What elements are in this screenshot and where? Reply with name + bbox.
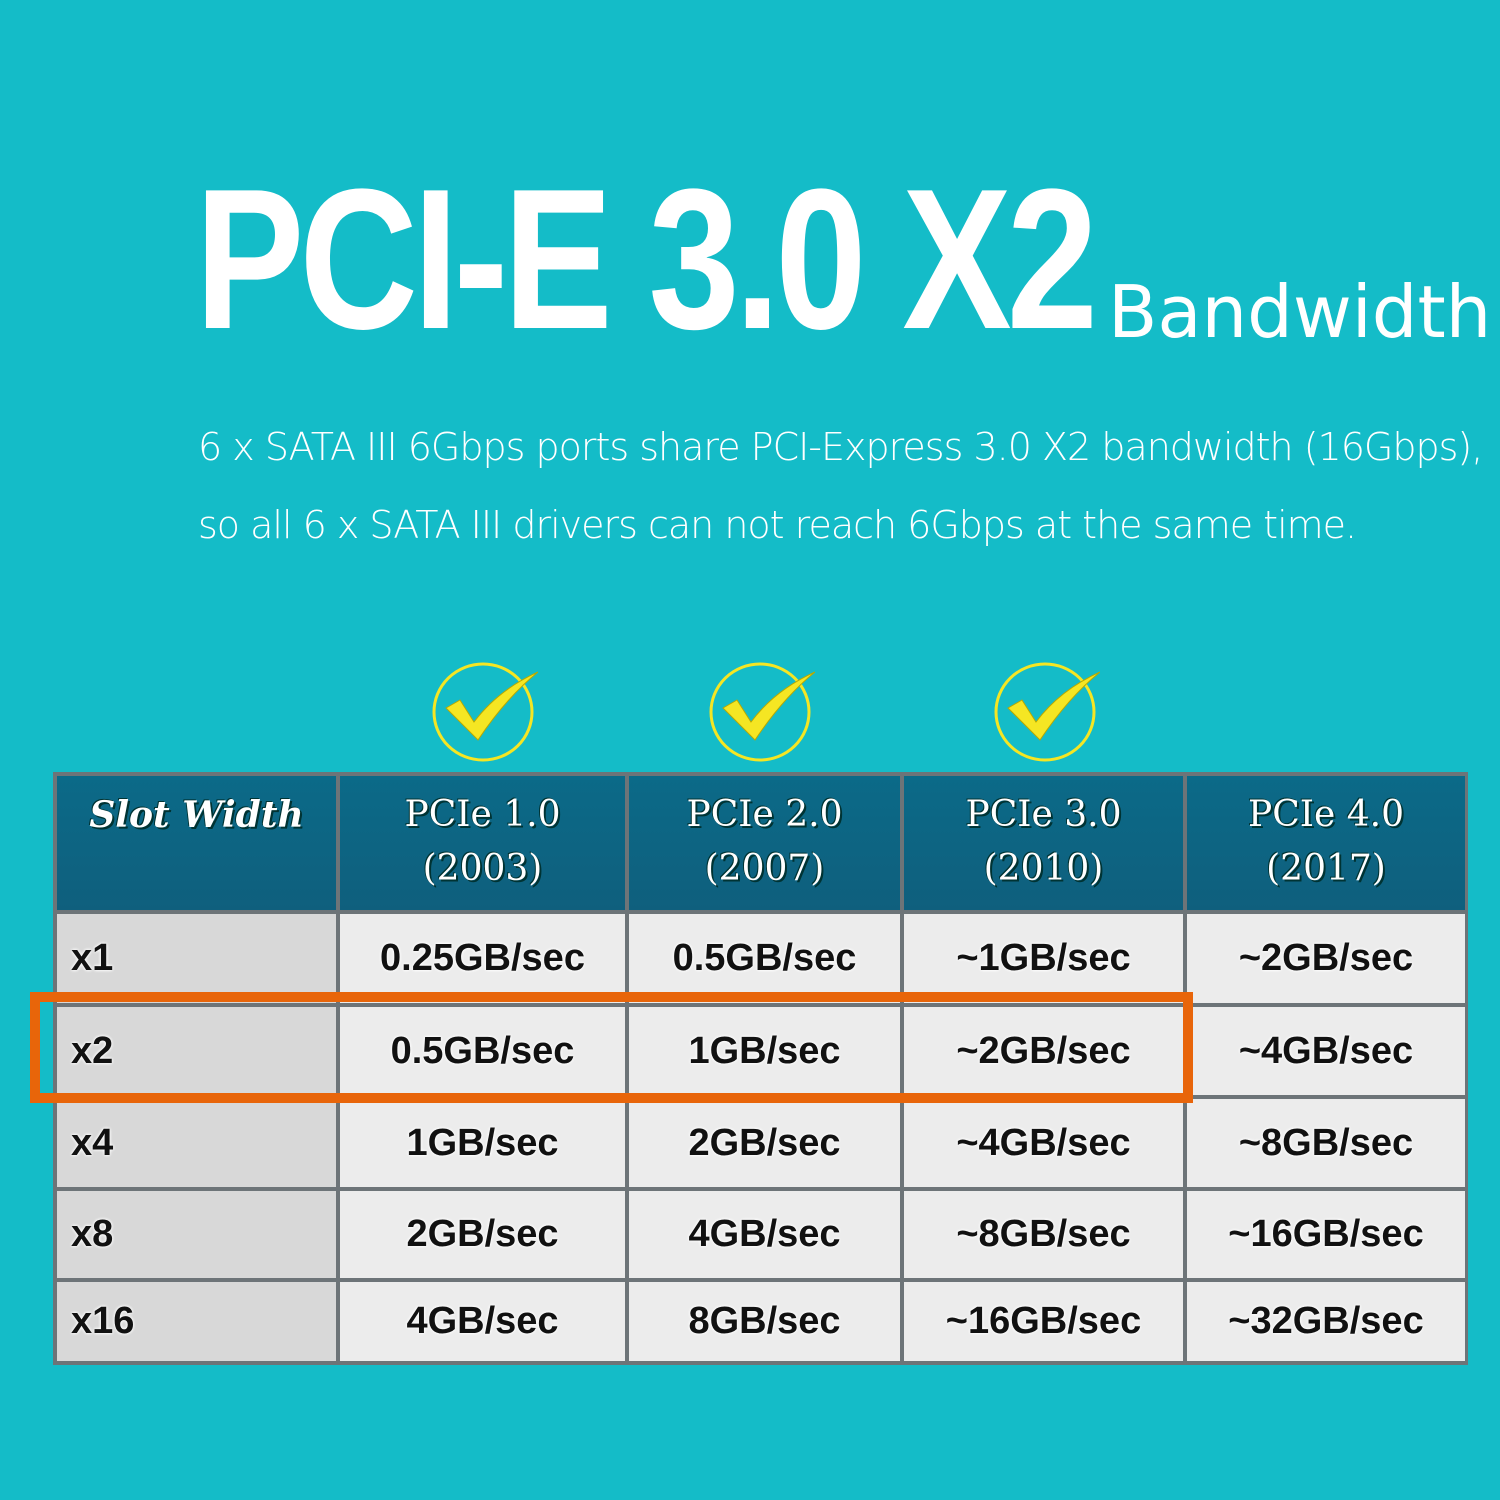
column-header: PCIe 2.0 (2007) [629, 776, 900, 910]
bandwidth-cell: 1GB/sec [340, 1099, 625, 1187]
check-circle-icon [705, 660, 816, 764]
bandwidth-cell: 0.5GB/sec [629, 914, 900, 1003]
bandwidth-cell: ~16GB/sec [1187, 1191, 1465, 1278]
bandwidth-cell: ~32GB/sec [1187, 1282, 1465, 1361]
headline-title: PCI-E 3.0 X2 [195, 148, 1098, 371]
bandwidth-cell: 4GB/sec [629, 1191, 900, 1278]
bandwidth-cell: ~8GB/sec [1187, 1099, 1465, 1187]
bandwidth-cell: ~4GB/sec [1187, 1007, 1465, 1095]
bandwidth-cell: 4GB/sec [340, 1282, 625, 1361]
column-header: PCIe 4.0 (2017) [1187, 776, 1465, 910]
column-header: Slot Width [57, 776, 336, 910]
bandwidth-cell: ~2GB/sec [1187, 914, 1465, 1003]
bandwidth-cell: 0.25GB/sec [340, 914, 625, 1003]
bandwidth-cell: 1GB/sec [629, 1007, 900, 1095]
bandwidth-cell: 2GB/sec [340, 1191, 625, 1278]
bandwidth-cell: ~1GB/sec [904, 914, 1183, 1003]
header-line-2: (2007) [704, 848, 825, 889]
bandwidth-cell: 2GB/sec [629, 1099, 900, 1187]
header-line-2: (2017) [1266, 848, 1386, 889]
column-header: PCIe 1.0 (2003) [340, 776, 625, 910]
bandwidth-cell: 8GB/sec [629, 1282, 900, 1361]
header-line-1: PCIe 1.0 [404, 794, 561, 835]
slot-width-cell: x2 [57, 1007, 336, 1095]
header-line-1: Slot Width [89, 794, 304, 836]
slot-width-cell: x16 [57, 1282, 336, 1361]
header-line-2: (2003) [422, 848, 543, 889]
bandwidth-cell: ~16GB/sec [904, 1282, 1183, 1361]
description-line-2: so all 6 x SATA III drivers can not reac… [198, 503, 1357, 547]
highlight-box-x2-row [30, 992, 1193, 1103]
bandwidth-cell: 0.5GB/sec [340, 1007, 625, 1095]
header-line-2: (2010) [983, 848, 1104, 889]
bandwidth-cell: ~8GB/sec [904, 1191, 1183, 1278]
header-line-1: PCIe 3.0 [965, 794, 1122, 835]
headline-suffix: Bandwidth [1108, 270, 1492, 354]
description-line-1: 6 x SATA III 6Gbps ports share PCI-Expre… [198, 425, 1483, 469]
column-header: PCIe 3.0 (2010) [904, 776, 1183, 910]
slot-width-cell: x1 [57, 914, 336, 1003]
bandwidth-cell: ~2GB/sec [904, 1007, 1183, 1095]
header-line-1: PCIe 4.0 [1248, 794, 1404, 835]
check-circle-icon [990, 660, 1101, 764]
bandwidth-table: Slot Width PCIe 1.0 (2003) PCIe 2.0 (2007) PC… [53, 772, 1468, 1365]
slot-width-cell: x4 [57, 1099, 336, 1187]
slot-width-cell: x8 [57, 1191, 336, 1278]
bandwidth-cell: ~4GB/sec [904, 1099, 1183, 1187]
check-circle-icon [428, 660, 539, 764]
header-line-1: PCIe 2.0 [686, 794, 843, 835]
